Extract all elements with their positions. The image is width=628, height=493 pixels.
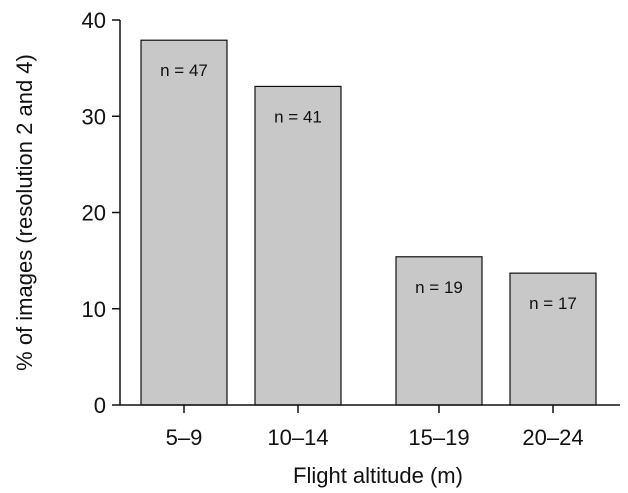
x-axis-title: Flight altitude (m) bbox=[293, 463, 463, 488]
x-tick-label: 15–19 bbox=[408, 425, 469, 450]
bar-data-label: n = 41 bbox=[274, 107, 322, 126]
x-axis-ticks: 5–9 10–14 15–19 20–24 bbox=[166, 405, 584, 450]
bar-data-label: n = 19 bbox=[415, 278, 463, 297]
y-tick-label: 20 bbox=[82, 201, 106, 226]
y-tick-label: 30 bbox=[82, 104, 106, 129]
x-tick-label: 20–24 bbox=[522, 425, 583, 450]
y-tick-label: 10 bbox=[82, 297, 106, 322]
y-axis-ticks: 0 10 20 30 40 bbox=[82, 8, 120, 418]
y-axis-title: % of images (resolution 2 and 4) bbox=[12, 54, 37, 371]
bars bbox=[141, 40, 596, 405]
bar bbox=[510, 273, 596, 405]
bar-data-label: n = 47 bbox=[160, 61, 208, 80]
bar bbox=[141, 40, 227, 405]
x-tick-label: 5–9 bbox=[166, 425, 203, 450]
y-tick-label: 0 bbox=[94, 393, 106, 418]
x-tick-label: 10–14 bbox=[267, 425, 328, 450]
bar bbox=[255, 86, 341, 405]
bar-data-label: n = 17 bbox=[529, 294, 577, 313]
y-tick-label: 40 bbox=[82, 8, 106, 33]
